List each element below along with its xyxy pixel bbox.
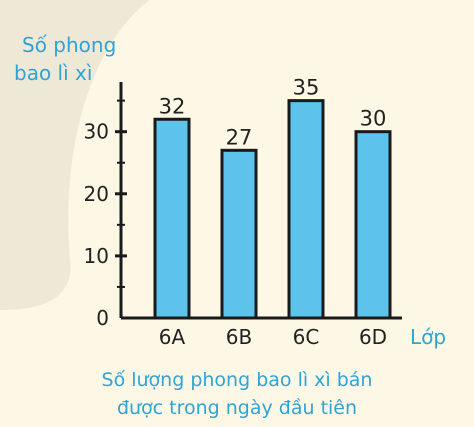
y-tick-label-0: 0 [96,306,109,330]
value-label-6B: 27 [226,125,253,149]
bars [153,99,392,320]
y-axis-ticks: 0 10 20 30 [84,99,127,330]
category-label-6C: 6C [293,325,320,349]
value-label-6A: 32 [159,94,186,118]
bar-6C [287,99,325,320]
y-tick-label-10: 10 [84,244,109,268]
value-labels: 32 27 35 30 [159,76,387,150]
bar-6A [153,117,191,320]
chart-title-line-1: Số lượng phong bao lì xì bán [102,369,373,391]
category-label-6A: 6A [159,325,186,349]
bar-6D [354,130,392,320]
y-axis-label-line-2: bao lì xì [14,61,92,85]
bar-6B [220,148,258,320]
category-labels: 6A 6B 6C 6D [159,325,387,349]
x-axis-label: Lớp [410,325,446,349]
value-label-6C: 35 [293,76,320,100]
category-label-6D: 6D [359,325,387,349]
category-label-6B: 6B [226,325,252,349]
y-tick-label-30: 30 [84,120,109,144]
y-tick-label-20: 20 [84,182,109,206]
chart-title-line-2: được trong ngày đầu tiên [117,397,357,419]
y-axis-label-line-1: Số phong [22,33,116,57]
value-label-6D: 30 [360,107,387,131]
background-shape [0,0,150,310]
